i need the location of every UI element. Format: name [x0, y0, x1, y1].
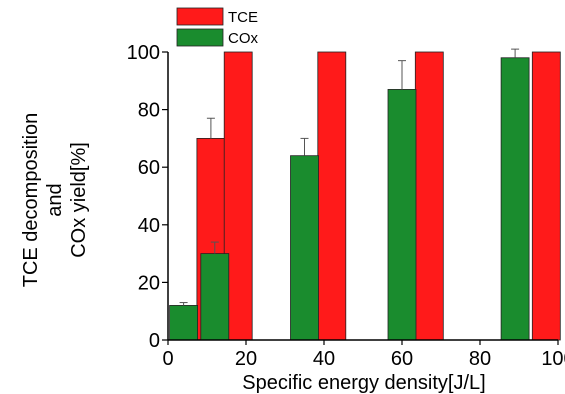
x-axis-title: Specific energy density[J/L]	[242, 372, 485, 394]
cox-bar-0	[169, 305, 199, 341]
cox-bar-4	[500, 57, 530, 341]
cox-bar-1	[200, 253, 230, 341]
y-axis-title-line-3: COx yield[%]	[68, 142, 90, 258]
x-tick-label-4: 80	[469, 348, 491, 370]
legend-label-cox: COx	[228, 30, 259, 47]
x-tick-label-1: 20	[235, 348, 257, 370]
ticks-layer: 0 20 40 60 80 100 0 20 40 60 80 100	[127, 42, 565, 370]
axes-layer	[167, 52, 558, 341]
y-tick-label-0: 0	[149, 330, 160, 352]
y-tick-label-4: 80	[138, 100, 160, 122]
y-tick-label-2: 40	[138, 215, 160, 237]
y-tick-label-3: 60	[138, 157, 160, 179]
legend-swatch-cox	[176, 28, 224, 47]
cox-bar-3	[387, 89, 417, 341]
y-axis-title-line-1: TCE decomposition	[20, 113, 42, 288]
cox-bar-2	[290, 155, 319, 341]
y-axis-title: TCE decomposition and COx yield[%]	[20, 113, 90, 288]
legend-label-tce: TCE	[228, 9, 258, 26]
x-tick-label-5: 100	[541, 348, 565, 370]
y-tick-label-5: 100	[127, 42, 160, 64]
x-tick-label-0: 0	[162, 348, 173, 370]
legend-swatch-tce	[176, 7, 224, 26]
tce-bar-2	[317, 51, 347, 341]
x-tick-label-3: 60	[391, 348, 413, 370]
legend: TCE COx	[176, 7, 259, 47]
y-axis-title-line-2: and	[44, 183, 66, 216]
bars-layer	[169, 48, 561, 341]
x-tick-label-2: 40	[313, 348, 335, 370]
y-tick-label-1: 20	[138, 272, 160, 294]
tce-bar-4	[531, 51, 561, 341]
tce-bar-3	[414, 51, 444, 341]
